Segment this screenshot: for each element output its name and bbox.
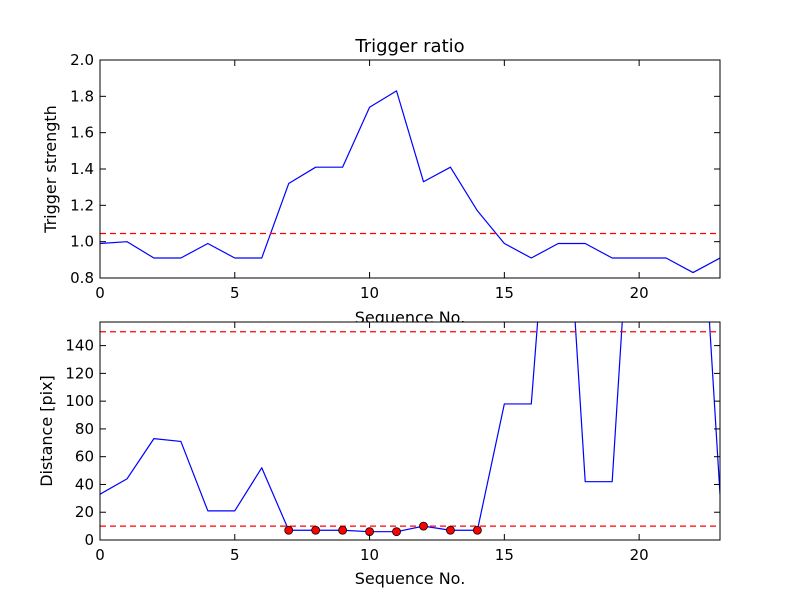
y-tick-label: 1.6 (70, 124, 94, 142)
data-point (419, 521, 428, 531)
data-point (338, 525, 348, 535)
y-tick-label: 1.4 (70, 160, 94, 178)
y-tick-label: 2.0 (70, 51, 94, 69)
bottom-plot-ylabel: Distance [pix] (37, 375, 56, 487)
data-point (311, 525, 321, 535)
top-plot-ylabel: Trigger strength (41, 105, 60, 234)
y-tick-label: 80 (75, 420, 94, 438)
x-tick-label: 10 (360, 284, 379, 302)
x-tick-label: 20 (630, 546, 649, 564)
y-tick-label: 60 (75, 448, 94, 466)
series-line (100, 322, 720, 533)
plot-1-clipped-data (100, 322, 720, 537)
x-tick-label: 0 (95, 546, 105, 564)
bottom-plot-xlabel: Sequence No. (355, 569, 466, 588)
y-tick-label: 120 (65, 364, 94, 382)
y-tick-label: 1.0 (70, 233, 94, 251)
top-plot-title: Trigger ratio (354, 36, 464, 57)
data-point (446, 525, 455, 535)
x-tick-label: 10 (360, 546, 379, 564)
top-plot-ticks: 0 5 10 15 20 0.8 1.0 1.2 1.4 1.6 1.8 2.0 (70, 51, 720, 302)
bottom-plot-background (100, 322, 720, 540)
series-line (100, 90, 720, 274)
x-tick-label: 20 (630, 284, 649, 302)
x-tick-label: 15 (495, 284, 514, 302)
y-tick-label: 0 (84, 531, 94, 549)
x-tick-label: 5 (230, 546, 240, 564)
bottom-plot-data (100, 322, 720, 537)
bottom-plot-ticks: 0 5 10 15 20 0 20 40 60 80 100 120 140 (65, 322, 720, 564)
x-tick-label: 5 (230, 284, 240, 302)
x-tick-label: 0 (95, 284, 105, 302)
y-tick-label: 1.8 (70, 87, 94, 105)
data-point (284, 525, 294, 535)
data-point (392, 527, 401, 537)
bottom-plot-frame (99, 321, 721, 541)
data-point (472, 525, 482, 535)
x-tick-label: 15 (495, 546, 514, 564)
y-tick-label: 100 (65, 392, 94, 410)
y-tick-label: 1.2 (70, 196, 94, 214)
y-tick-label: 40 (75, 475, 94, 493)
y-tick-label: 20 (75, 503, 94, 521)
top-plot-data (100, 90, 720, 274)
y-tick-label: 0.8 (70, 269, 94, 287)
y-tick-label: 140 (65, 337, 94, 355)
plot-0-clipped-data (100, 90, 720, 274)
